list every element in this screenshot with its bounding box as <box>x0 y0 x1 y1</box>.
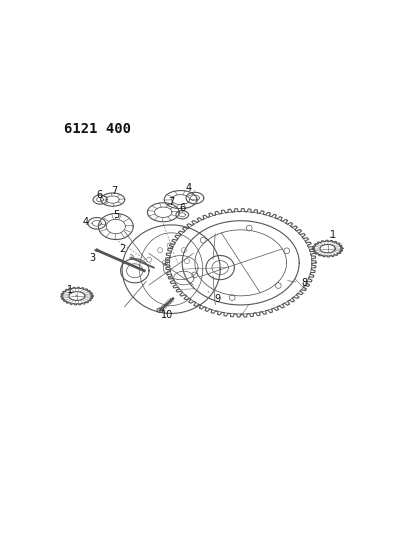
Text: 1: 1 <box>330 230 337 240</box>
Text: 3: 3 <box>89 251 100 263</box>
Text: 5: 5 <box>113 211 119 221</box>
Text: 9: 9 <box>208 292 220 304</box>
Text: 10: 10 <box>161 310 173 320</box>
Text: 2: 2 <box>119 244 134 256</box>
Text: 8: 8 <box>288 278 307 288</box>
Text: 6: 6 <box>96 190 102 200</box>
Text: 6121 400: 6121 400 <box>64 122 131 136</box>
Text: 7: 7 <box>168 197 174 207</box>
Text: 4: 4 <box>82 217 92 228</box>
Text: 6: 6 <box>179 203 185 213</box>
Text: 4: 4 <box>186 183 195 192</box>
Text: 1: 1 <box>67 285 77 296</box>
Text: 7: 7 <box>111 185 118 196</box>
